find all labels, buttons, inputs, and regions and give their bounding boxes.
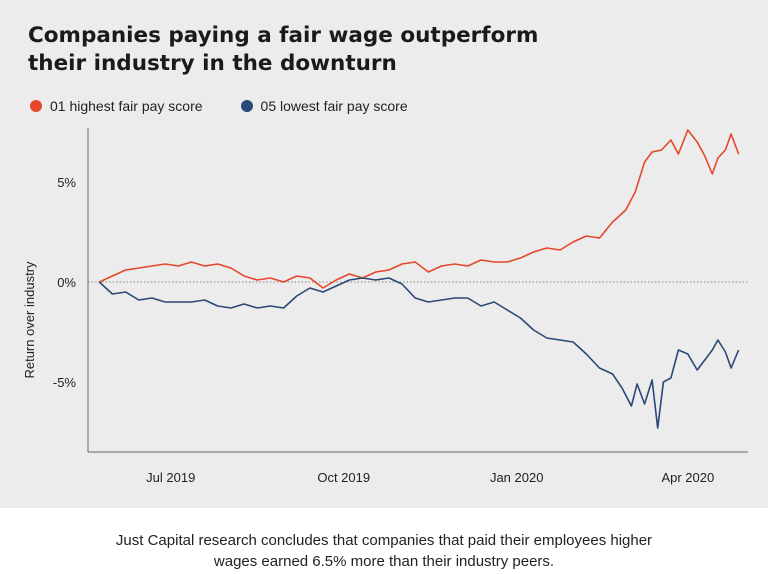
legend-dot-lowest: [240, 100, 253, 112]
series-line-1: [98, 277, 740, 429]
line-chart: 5% 0% -5% Jul 2019 Oct 2019 Jan 2020 Apr 2020 R…: [22, 128, 748, 485]
chart-panel: Companies paying a fair wage outperform …: [0, 0, 768, 508]
chart-legend: 01 highest fair pay score 05 lowest fair…: [30, 96, 446, 116]
legend-label-lowest: 05 lowest fair pay score: [260, 98, 408, 114]
series-line-0: [98, 129, 740, 289]
chart-title: Companies paying a fair wage outperform …: [28, 22, 628, 78]
caption-line-2: wages earned 6.5% more than their indust…: [213, 553, 555, 570]
y-tick-label-2: -5%: [53, 375, 77, 390]
caption-line-1: Just Capital research concludes that com…: [115, 532, 653, 549]
y-tick-label-1: 0%: [57, 275, 76, 290]
legend-item-highest: 01 highest fair pay score: [30, 98, 203, 114]
chart-title-line-1: Companies paying a fair wage outperform: [28, 23, 539, 48]
chart-title-line-2: their industry in the downturn: [28, 51, 397, 76]
y-axis-label: Return over industry: [22, 261, 37, 379]
x-tick-label-2: Jan 2020: [490, 470, 544, 485]
x-tick-label-3: Apr 2020: [661, 470, 714, 485]
legend-label-highest: 01 highest fair pay score: [50, 98, 203, 114]
x-tick-label-1: Oct 2019: [317, 470, 370, 485]
legend-item-lowest: 05 lowest fair pay score: [240, 98, 408, 114]
legend-dot-highest: [30, 100, 42, 112]
x-tick-label-0: Jul 2019: [146, 470, 195, 485]
y-tick-label-0: 5%: [57, 175, 76, 190]
chart-caption: Just Capital research concludes that com…: [0, 530, 768, 572]
